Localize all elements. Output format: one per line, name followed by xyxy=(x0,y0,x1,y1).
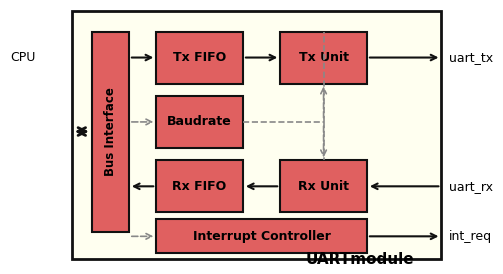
Bar xyxy=(92,32,129,232)
Text: Tx FIFO: Tx FIFO xyxy=(173,51,226,64)
Text: int_req: int_req xyxy=(449,230,492,243)
Text: CPU: CPU xyxy=(10,51,35,64)
Bar xyxy=(156,32,243,84)
Text: UARTmodule: UARTmodule xyxy=(305,252,414,267)
Bar xyxy=(280,32,367,84)
Bar xyxy=(156,160,243,212)
Text: Interrupt Controller: Interrupt Controller xyxy=(193,230,330,243)
Text: Bus Interface: Bus Interface xyxy=(104,87,117,176)
Text: Baudrate: Baudrate xyxy=(167,115,232,129)
Text: Rx FIFO: Rx FIFO xyxy=(173,180,227,193)
Text: uart_rx: uart_rx xyxy=(449,180,493,193)
Bar xyxy=(156,96,243,148)
Text: Rx Unit: Rx Unit xyxy=(298,180,349,193)
Bar xyxy=(156,219,367,253)
Text: Tx Unit: Tx Unit xyxy=(299,51,349,64)
Text: uart_tx: uart_tx xyxy=(449,51,493,64)
Bar xyxy=(72,11,441,259)
Bar xyxy=(280,160,367,212)
